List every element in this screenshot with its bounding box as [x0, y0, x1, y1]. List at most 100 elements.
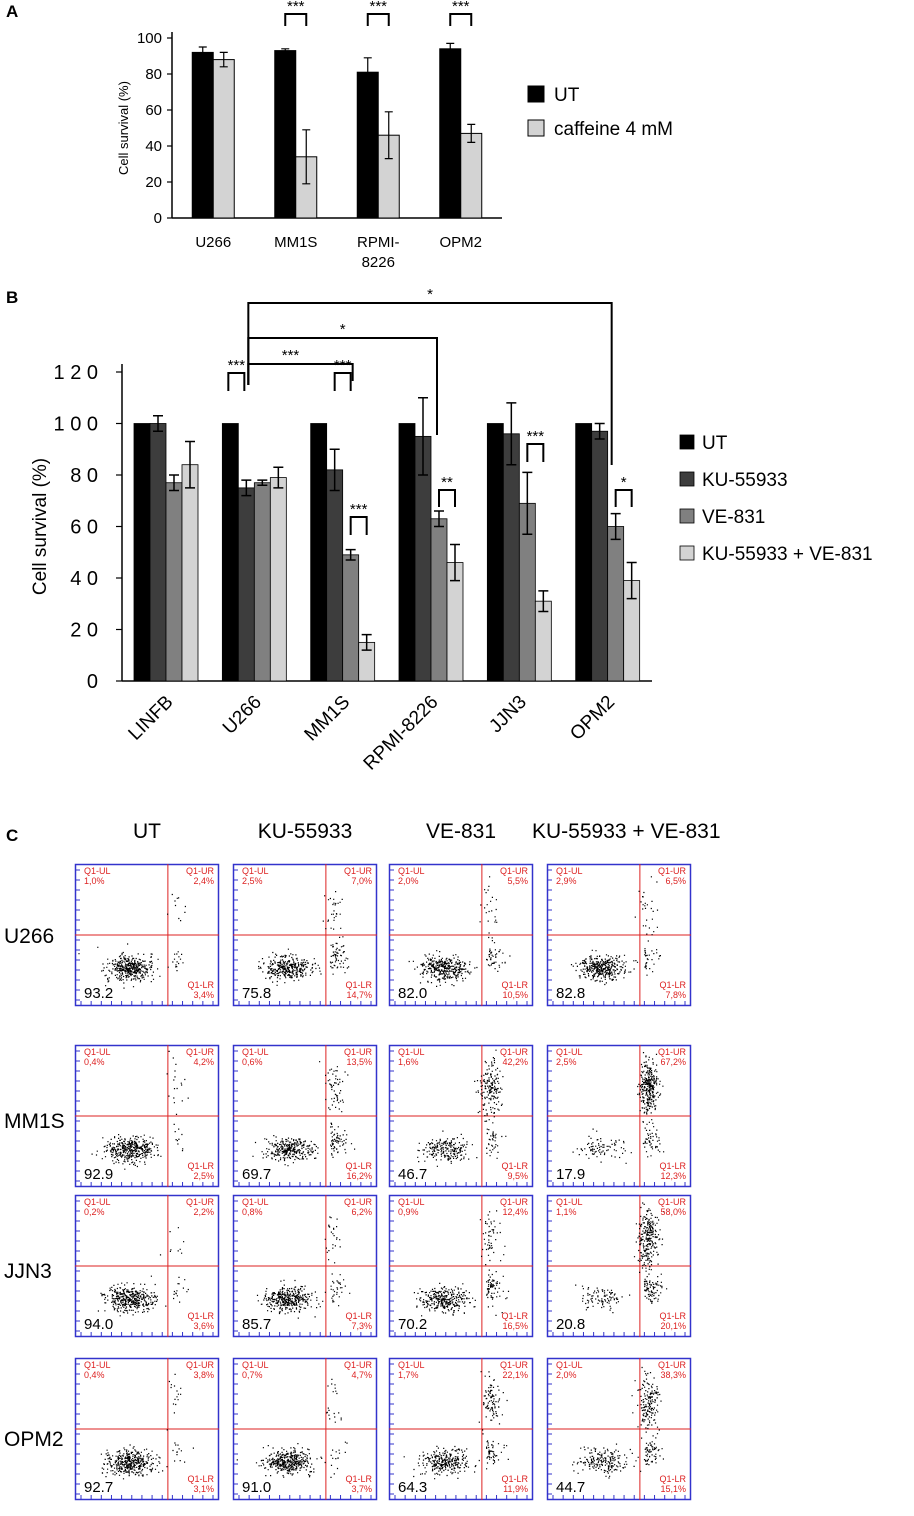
legend-label: UT — [702, 433, 728, 454]
bar — [356, 71, 379, 219]
y-tick-label: 4 0 — [70, 568, 98, 590]
y-tick-label: 6 0 — [70, 517, 98, 539]
quadrant-ur-value: 2,2% — [193, 1207, 214, 1217]
quadrant-ur-name: Q1-UR — [186, 1197, 215, 1207]
flow-plot: Q1-UL 1,1% Q1-UR 58,0% Q1-LR 20,1% 20.8 — [546, 1194, 692, 1338]
quadrant-ur-value: 12,4% — [502, 1207, 528, 1217]
quadrant-ur-name: Q1-UR — [500, 1197, 529, 1207]
flow-main-value: 20.8 — [556, 1316, 586, 1333]
legend-swatch — [679, 508, 695, 524]
flow-plot: Q1-UL 1,6% Q1-UR 42,2% Q1-LR 9,5% 46.7 — [388, 1044, 534, 1188]
quadrant-ur-name: Q1-UR — [500, 866, 529, 876]
quadrant-lr-value: 12,3% — [660, 1171, 686, 1181]
error-bar — [169, 474, 179, 492]
quadrant-lr-value: 2,5% — [193, 1171, 214, 1181]
sig-u266-label: *** — [228, 357, 246, 374]
scatter-dots — [97, 1227, 189, 1317]
quadrant-lr-name: Q1-LR — [187, 1311, 214, 1321]
y-axis-title: Cell survival (%) — [116, 81, 131, 175]
quadrant-lr-name: Q1-LR — [659, 1161, 686, 1171]
quadrant-lr-name: Q1-LR — [345, 1474, 372, 1484]
quadrant-ur-value: 58,0% — [660, 1207, 686, 1217]
sig-a-3-label: *** — [452, 0, 470, 15]
x-tick-label: MM1S — [274, 234, 317, 251]
y-tick-label: 2 0 — [70, 620, 98, 642]
quadrant-ul-value: 0,7% — [242, 1370, 263, 1380]
bar — [607, 526, 625, 682]
quadrant-ul-name: Q1-UL — [556, 866, 583, 876]
legend-swatch — [527, 119, 545, 137]
sig-long-bracket-1 — [247, 337, 438, 435]
scatter-dots — [258, 891, 350, 986]
quadrant-ur-name: Q1-UR — [186, 1360, 215, 1370]
bar — [274, 50, 297, 219]
legend-label: VE-831 — [702, 507, 765, 528]
panel-a-label: A — [6, 2, 19, 21]
quadrant-lr-value: 16,5% — [502, 1321, 528, 1331]
flow-main-value: 75.8 — [242, 985, 272, 1002]
error-bar — [153, 415, 163, 432]
quadrant-lr-value: 3,6% — [193, 1321, 214, 1331]
quadrant-ur-name: Q1-UR — [658, 1360, 687, 1370]
quadrant-lr-name: Q1-LR — [345, 980, 372, 990]
quadrant-lr-value: 7,3% — [351, 1321, 372, 1331]
legend-label: caffeine 4 mM — [554, 119, 673, 140]
quadrant-ul-value: 2,0% — [398, 876, 419, 886]
quadrant-ur-value: 6,5% — [665, 876, 686, 886]
x-tick-label: 8226 — [362, 254, 395, 271]
quadrant-ul-value: 1,0% — [84, 876, 105, 886]
scatter-dots — [413, 1210, 510, 1317]
error-bar — [522, 471, 533, 535]
error-bar — [446, 42, 455, 55]
quadrant-ul-name: Q1-UL — [398, 1197, 425, 1207]
bar — [269, 477, 287, 682]
quadrant-ur-value: 22,1% — [502, 1370, 528, 1380]
bar — [181, 464, 199, 682]
y-tick-label: 1 0 0 — [54, 414, 98, 436]
sig-a-2-label: *** — [369, 0, 387, 15]
sig-long-label-2: * — [427, 286, 433, 303]
flow-main-value: 70.2 — [398, 1316, 428, 1333]
flow-plot: Q1-UL 0,9% Q1-UR 12,4% Q1-LR 16,5% 70.2 — [388, 1194, 534, 1338]
scatter-dots — [78, 893, 186, 989]
quadrant-lr-value: 3,4% — [193, 990, 214, 1000]
y-tick-label: 60 — [145, 102, 162, 119]
bar — [149, 423, 167, 682]
quadrant-ul-name: Q1-UL — [84, 1360, 111, 1370]
flow-main-value: 64.3 — [398, 1479, 428, 1496]
quadrant-lr-name: Q1-LR — [187, 1474, 214, 1484]
quadrant-ul-value: 0,9% — [398, 1207, 419, 1217]
error-bar — [434, 510, 444, 528]
quadrant-lr-name: Q1-LR — [501, 1311, 528, 1321]
quadrant-ul-name: Q1-UL — [556, 1197, 583, 1207]
flow-main-value: 93.2 — [84, 985, 114, 1002]
bar — [439, 48, 462, 219]
quadrant-ur-name: Q1-UR — [186, 866, 215, 876]
quadrant-ul-value: 0,2% — [84, 1207, 105, 1217]
quadrant-ur-name: Q1-UR — [658, 1047, 687, 1057]
legend-label: KU-55933 — [702, 470, 788, 491]
flow-plot: Q1-UL 1,7% Q1-UR 22,1% Q1-LR 11,9% 64.3 — [388, 1357, 534, 1501]
flow-main-value: 69.7 — [242, 1166, 272, 1183]
sig-rpmi-label: ** — [441, 474, 453, 491]
quadrant-ur-value: 6,2% — [351, 1207, 372, 1217]
error-bar — [610, 512, 621, 541]
bar — [237, 487, 255, 682]
flow-plot: Q1-UL 0,6% Q1-UR 13,5% Q1-LR 16,2% 69.7 — [232, 1044, 378, 1188]
sig-opm2-label: * — [621, 474, 627, 491]
bar — [398, 423, 416, 682]
bar — [253, 482, 271, 682]
quadrant-ur-value: 7,0% — [351, 876, 372, 886]
flow-plot: Q1-UL 2,5% Q1-UR 7,0% Q1-LR 14,7% 75.8 — [232, 863, 378, 1007]
quadrant-ul-name: Q1-UL — [556, 1047, 583, 1057]
flow-plot: Q1-UL 0,4% Q1-UR 3,8% Q1-LR 3,1% 92.7 — [74, 1357, 220, 1501]
x-tick-label: OPM2 — [439, 234, 482, 251]
error-bar — [361, 633, 372, 651]
chart-a: 0 20 40 60 80 100 Cell survival (%) U266 MM1S RPM… — [116, 0, 673, 271]
quadrant-ur-value: 42,2% — [502, 1057, 528, 1067]
flow-plot: Q1-UL 2,0% Q1-UR 5,5% Q1-LR 10,5% 82.0 — [388, 863, 534, 1007]
quadrant-lr-value: 3,1% — [193, 1484, 214, 1494]
